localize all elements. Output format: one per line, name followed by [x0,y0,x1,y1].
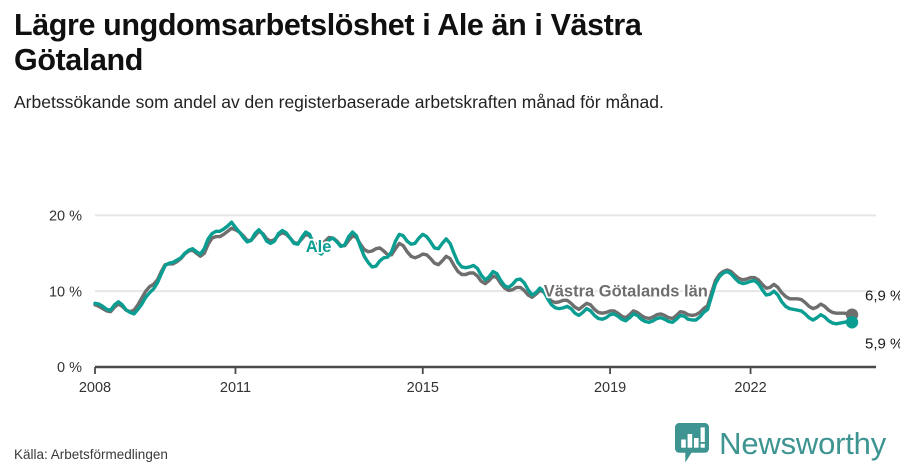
series-line [93,220,854,326]
newsworthy-logo: Newsworthy [674,422,886,464]
y-axis-tick-label: 20 % [49,209,82,225]
source-credit: Källa: Arbetsförmedlingen [14,447,168,462]
y-axis-tick-labels: 0 % 10 % 20 % [49,209,82,377]
gridlines [95,214,876,293]
end-value-label-vastra-gotalands-lan: 6,9 % [865,288,900,305]
x-axis-ticks [94,367,752,374]
y-axis-tick-label: 10 % [49,284,82,300]
series-lines [93,220,854,326]
x-axis-tick-label: 2015 [407,380,439,396]
chart-subtitle: Arbetssökande som andel av den registerb… [14,91,664,112]
series-end-value-labels: 5,9 % 6,9 % [865,288,900,353]
x-axis-tick-labels: 2008 2011 2015 2019 2022 [79,380,767,396]
end-value-label-ale: 5,9 % [865,335,900,352]
chart-area: 0 % 10 % 20 % 2008 2011 2015 2019 2022 Ale Väst… [0,182,900,404]
y-axis-tick-label: 0 % [57,360,82,376]
x-axis-tick-label: 2019 [594,380,626,396]
chart-footer: Källa: Arbetsförmedlingen Newsworthy [0,404,900,474]
chart-header: Lägre ungdomsarbetslöshet i Ale än i Väs… [0,0,900,114]
brand-name: Newsworthy [719,425,886,461]
page-title: Lägre ungdomsarbetslöshet i Ale än i Väs… [14,8,642,78]
x-axis-tick-label: 2008 [79,380,111,396]
line-chart: 0 % 10 % 20 % 2008 2011 2015 2019 2022 Ale Väst… [49,209,900,396]
series-end-marker [845,316,859,329]
x-axis-tick-label: 2011 [220,380,251,396]
series-inline-labels: Ale Västra Götalands län [304,236,710,302]
bar-chart-speech-bubble-icon [675,423,710,463]
series-label-ale: Ale [306,238,332,256]
x-axis-tick-label: 2022 [734,380,766,396]
series-end-markers [845,308,859,329]
series-label-vastra-gotalands-lan: Västra Götalands län [544,282,708,300]
